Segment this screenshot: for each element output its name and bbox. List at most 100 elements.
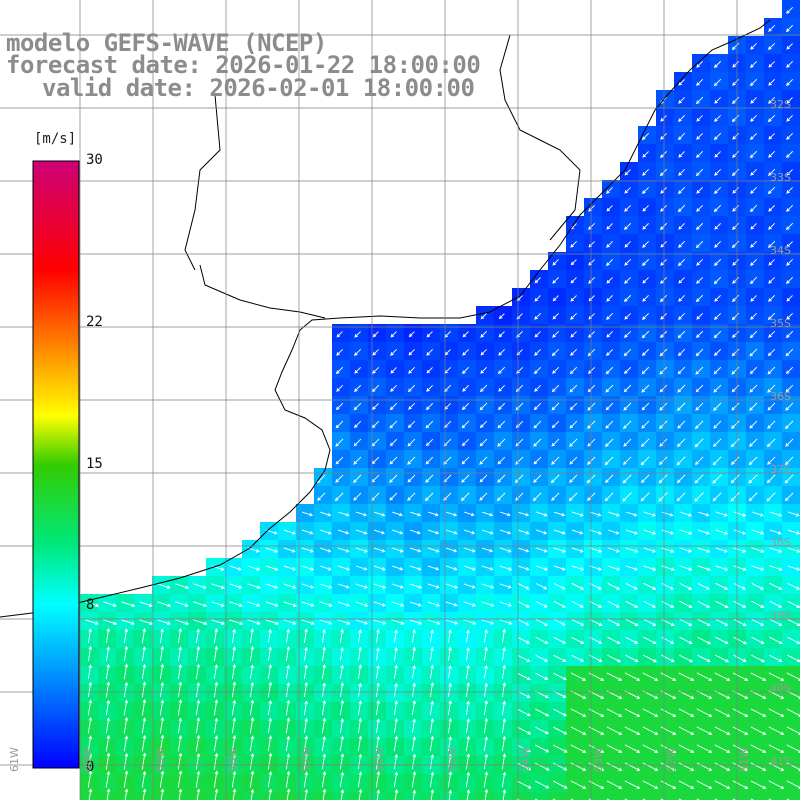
wind-arrow bbox=[249, 752, 255, 770]
wind-arrow bbox=[357, 753, 363, 770]
wind-arrow bbox=[317, 492, 326, 501]
wind-arrow bbox=[641, 330, 650, 339]
wind-arrow bbox=[553, 583, 566, 590]
wind-cell bbox=[782, 792, 800, 800]
wind-arrow bbox=[195, 646, 201, 662]
wind-arrow bbox=[606, 205, 613, 212]
wind-arrow bbox=[481, 547, 494, 553]
wind-arrow bbox=[606, 726, 623, 735]
wind-arrow bbox=[231, 646, 236, 662]
wind-arrow bbox=[733, 636, 747, 645]
wind-arrow bbox=[695, 420, 704, 429]
wind-arrow bbox=[784, 456, 794, 466]
wind-arrow bbox=[339, 718, 345, 734]
wind-arrow bbox=[624, 313, 631, 320]
wind-arrow bbox=[105, 663, 111, 680]
wind-arrow bbox=[409, 511, 422, 517]
wind-arrow bbox=[606, 186, 614, 194]
wind-cell bbox=[656, 792, 674, 800]
wind-arrow bbox=[571, 582, 585, 590]
wind-arrow bbox=[391, 529, 404, 535]
wind-arrow bbox=[732, 133, 739, 140]
wind-arrow bbox=[87, 770, 93, 788]
wind-arrow bbox=[714, 780, 731, 789]
wind-arrow bbox=[334, 492, 344, 502]
wind-arrow bbox=[606, 312, 614, 320]
wind-arrow bbox=[767, 312, 776, 321]
wind-arrow bbox=[695, 240, 704, 249]
wind-arrow bbox=[517, 636, 531, 644]
wind-arrow bbox=[285, 646, 290, 662]
wind-arrow bbox=[607, 600, 620, 608]
wind-arrow bbox=[535, 726, 549, 735]
wind-arrow bbox=[785, 150, 794, 159]
wind-arrow bbox=[249, 645, 255, 662]
title-valid-date: valid date: 2026-02-01 18:00:00 bbox=[42, 74, 475, 102]
wind-arrow bbox=[730, 492, 740, 502]
wind-arrow bbox=[175, 583, 190, 589]
wind-arrow bbox=[784, 474, 794, 484]
longitude-label: 53W bbox=[592, 747, 605, 772]
wind-arrow bbox=[661, 636, 675, 644]
wind-arrow bbox=[640, 438, 650, 448]
wind-arrow bbox=[301, 511, 314, 517]
wind-arrow bbox=[353, 474, 362, 483]
wind-arrow bbox=[751, 618, 765, 626]
wind-arrow bbox=[426, 331, 433, 338]
wind-arrow bbox=[303, 664, 308, 679]
wind-arrow bbox=[676, 474, 686, 484]
latitude-label: 41S bbox=[770, 755, 791, 768]
wind-arrow bbox=[175, 601, 189, 607]
wind-arrow bbox=[624, 241, 631, 248]
wind-arrow bbox=[426, 385, 433, 392]
wind-arrow bbox=[785, 24, 794, 33]
wind-arrow bbox=[678, 79, 685, 86]
wind-arrow bbox=[501, 664, 506, 679]
wind-arrow bbox=[285, 735, 291, 752]
wind-cell bbox=[278, 792, 296, 800]
wind-arrow bbox=[695, 348, 704, 357]
wind-arrow bbox=[213, 645, 219, 662]
wind-arrow bbox=[484, 788, 489, 800]
wind-arrow bbox=[303, 771, 309, 788]
wind-arrow bbox=[677, 312, 686, 321]
wind-arrow bbox=[535, 565, 549, 571]
wind-arrow bbox=[461, 402, 470, 411]
wind-arrow bbox=[465, 700, 470, 715]
wind-arrow bbox=[535, 744, 550, 753]
wind-cell bbox=[224, 792, 242, 800]
wind-arrow bbox=[642, 726, 659, 735]
wind-arrow bbox=[375, 664, 380, 679]
wind-arrow bbox=[461, 474, 470, 483]
wind-arrow bbox=[604, 474, 614, 484]
wind-arrow bbox=[715, 511, 728, 517]
wind-arrow bbox=[641, 420, 650, 429]
wind-arrow bbox=[465, 718, 471, 734]
wind-arrow bbox=[625, 618, 639, 627]
wind-arrow bbox=[750, 258, 758, 266]
longitude-label: 59W bbox=[154, 747, 167, 772]
wind-arrow bbox=[123, 663, 129, 680]
wind-arrow bbox=[714, 223, 721, 230]
wind-arrow bbox=[105, 681, 111, 698]
wind-arrow bbox=[427, 529, 440, 535]
wind-arrow bbox=[303, 752, 309, 770]
wind-arrow bbox=[354, 367, 361, 374]
wind-arrow bbox=[427, 547, 440, 553]
wind-arrow bbox=[588, 366, 596, 374]
wind-arrow bbox=[355, 601, 369, 607]
wind-arrow bbox=[355, 565, 368, 571]
latitude-label: 35S bbox=[770, 317, 791, 330]
wind-arrow bbox=[697, 511, 710, 517]
wind-arrow bbox=[321, 753, 327, 770]
wind-arrow bbox=[677, 132, 686, 141]
wind-arrow bbox=[481, 601, 495, 607]
wind-arrow bbox=[411, 628, 416, 643]
wind-arrow bbox=[337, 565, 351, 571]
wind-arrow bbox=[517, 708, 531, 717]
wind-arrow bbox=[733, 529, 746, 535]
wind-arrow bbox=[534, 780, 550, 789]
latitude-label: 39S bbox=[770, 609, 791, 622]
wind-arrow bbox=[551, 456, 560, 465]
wind-arrow bbox=[515, 384, 524, 393]
